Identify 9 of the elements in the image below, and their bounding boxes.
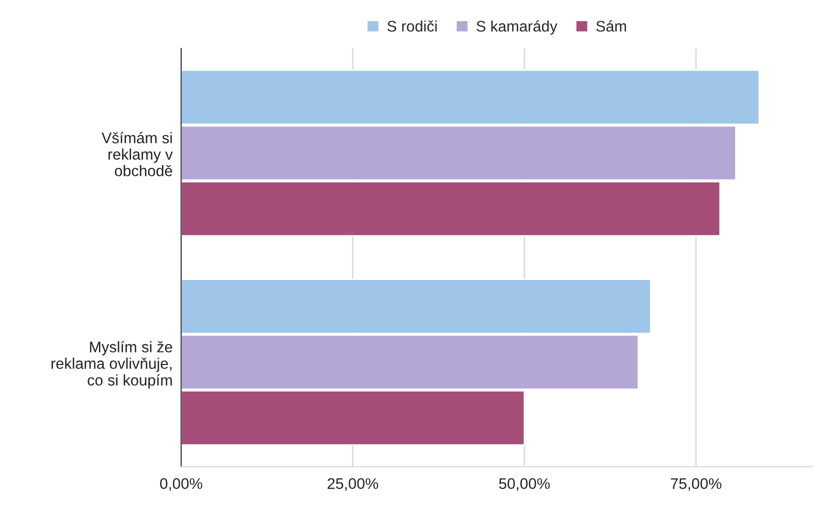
x-tick-label: 50,00% bbox=[499, 478, 550, 491]
y-tick-label: Všímám si reklamy v obchodě bbox=[102, 132, 173, 176]
legend-label: Sám bbox=[596, 20, 626, 32]
y-tick-label: Myslím si že reklama ovlivňuje, co si koupím bbox=[52, 341, 172, 389]
legend-label: S rodiči bbox=[387, 20, 437, 32]
x-tick-label: 25,00% bbox=[328, 478, 378, 491]
x-tick-label: 0,00% bbox=[160, 478, 202, 491]
x-tick-label: 75,00% bbox=[670, 478, 722, 491]
legend-label: S kamarády bbox=[476, 20, 558, 35]
